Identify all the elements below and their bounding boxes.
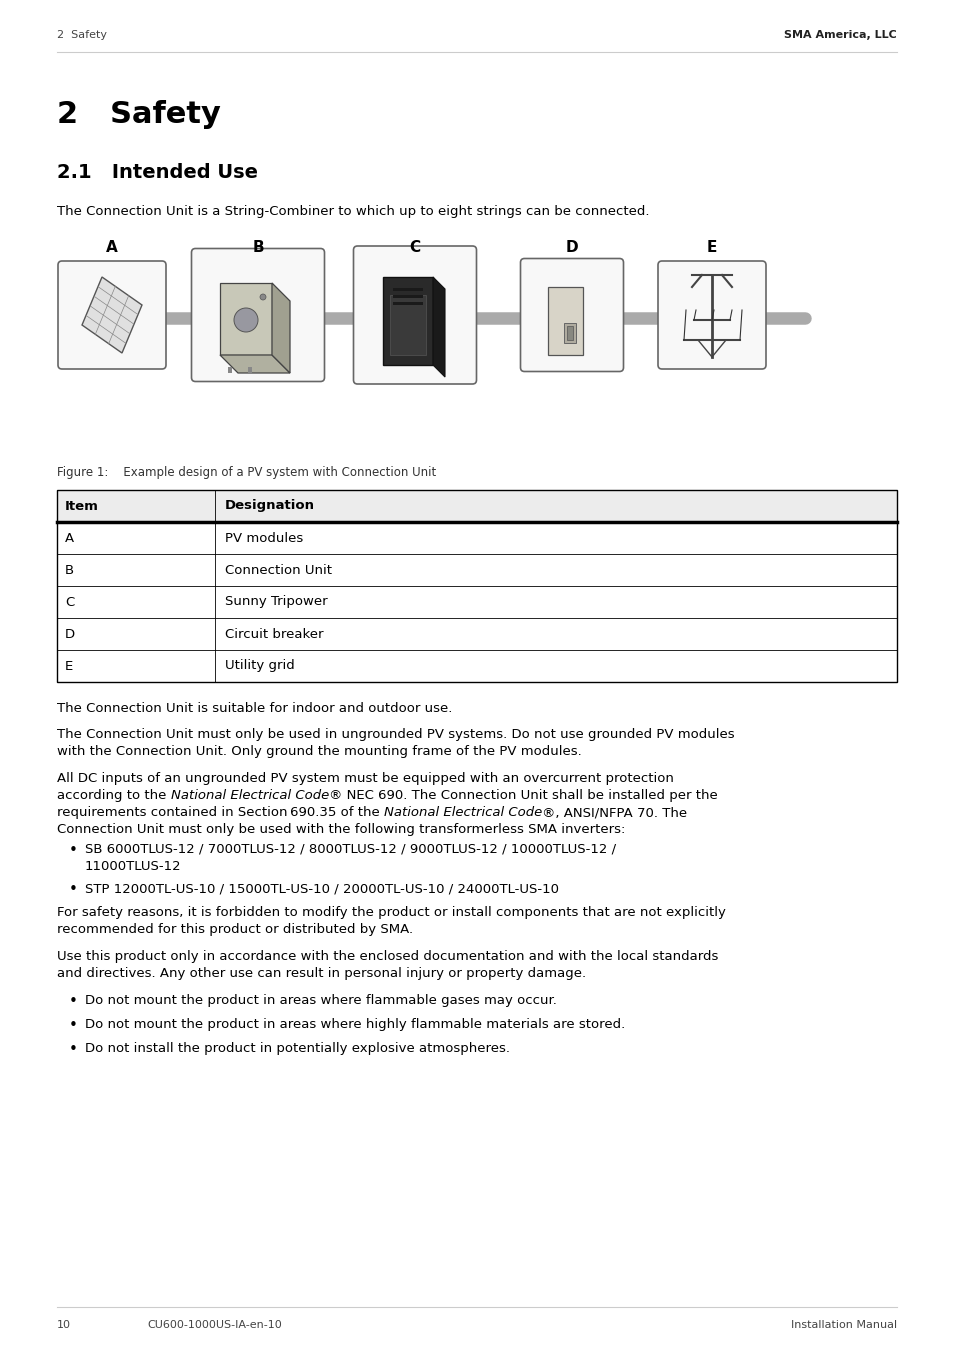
Text: E: E bbox=[65, 660, 73, 672]
Text: •: • bbox=[69, 882, 78, 896]
Text: Do not install the product in potentially explosive atmospheres.: Do not install the product in potentiall… bbox=[85, 1042, 510, 1055]
Polygon shape bbox=[220, 356, 290, 373]
Text: •: • bbox=[69, 844, 78, 859]
Bar bbox=[566, 326, 573, 339]
Text: Connection Unit must only be used with the following transformerless SMA inverte: Connection Unit must only be used with t… bbox=[57, 823, 625, 836]
Text: National Electrical Code: National Electrical Code bbox=[384, 806, 541, 819]
Text: A: A bbox=[106, 241, 118, 256]
Text: National Electrical Code: National Electrical Code bbox=[171, 790, 329, 802]
Text: D: D bbox=[65, 627, 75, 641]
Text: Sunny Tripower: Sunny Tripower bbox=[225, 595, 327, 608]
Text: C: C bbox=[409, 241, 420, 256]
FancyBboxPatch shape bbox=[547, 287, 582, 356]
Text: Connection Unit: Connection Unit bbox=[225, 564, 332, 576]
Text: B: B bbox=[252, 241, 264, 256]
Polygon shape bbox=[272, 283, 290, 373]
Circle shape bbox=[233, 308, 257, 333]
Text: requirements contained in Section 690.35 of the: requirements contained in Section 690.35… bbox=[57, 806, 384, 819]
Text: Installation Manual: Installation Manual bbox=[790, 1320, 896, 1330]
FancyBboxPatch shape bbox=[658, 261, 765, 369]
Text: SB 6000TLUS-12 / 7000TLUS-12 / 8000TLUS-12 / 9000TLUS-12 / 10000TLUS-12 /: SB 6000TLUS-12 / 7000TLUS-12 / 8000TLUS-… bbox=[85, 844, 616, 856]
Text: ®, ANSI/NFPA 70. The: ®, ANSI/NFPA 70. The bbox=[541, 806, 687, 819]
FancyBboxPatch shape bbox=[354, 246, 476, 384]
Text: Item: Item bbox=[65, 499, 99, 512]
Text: ® NEC 690. The Connection Unit shall be installed per the: ® NEC 690. The Connection Unit shall be … bbox=[329, 790, 717, 802]
Bar bbox=[228, 366, 232, 373]
Text: Use this product only in accordance with the enclosed documentation and with the: Use this product only in accordance with… bbox=[57, 950, 718, 963]
Text: •: • bbox=[69, 994, 78, 1009]
Text: 2  Safety: 2 Safety bbox=[57, 30, 107, 41]
Text: Circuit breaker: Circuit breaker bbox=[225, 627, 323, 641]
Text: Do not mount the product in areas where flammable gases may occur.: Do not mount the product in areas where … bbox=[85, 994, 557, 1007]
Text: C: C bbox=[65, 595, 74, 608]
Text: E: E bbox=[706, 241, 717, 256]
Text: PV modules: PV modules bbox=[225, 531, 303, 545]
Bar bbox=[393, 288, 422, 291]
Text: recommended for this product or distributed by SMA.: recommended for this product or distribu… bbox=[57, 923, 413, 936]
Text: •: • bbox=[69, 1042, 78, 1057]
Text: Do not mount the product in areas where highly flammable materials are stored.: Do not mount the product in areas where … bbox=[85, 1018, 624, 1032]
Text: SMA America, LLC: SMA America, LLC bbox=[783, 30, 896, 41]
Polygon shape bbox=[433, 277, 444, 377]
Text: 2   Safety: 2 Safety bbox=[57, 100, 221, 128]
FancyBboxPatch shape bbox=[382, 277, 433, 365]
Text: D: D bbox=[565, 241, 578, 256]
FancyBboxPatch shape bbox=[220, 283, 272, 356]
Text: The Connection Unit is suitable for indoor and outdoor use.: The Connection Unit is suitable for indo… bbox=[57, 702, 452, 715]
FancyBboxPatch shape bbox=[520, 258, 623, 372]
Text: Designation: Designation bbox=[225, 499, 314, 512]
Text: A: A bbox=[65, 531, 74, 545]
Polygon shape bbox=[82, 277, 142, 353]
Text: 11000TLUS-12: 11000TLUS-12 bbox=[85, 860, 181, 873]
Bar bbox=[57, 489, 896, 681]
Circle shape bbox=[260, 293, 266, 300]
Text: 10: 10 bbox=[57, 1320, 71, 1330]
Text: according to the: according to the bbox=[57, 790, 171, 802]
Text: The Connection Unit must only be used in ungrounded PV systems. Do not use groun: The Connection Unit must only be used in… bbox=[57, 727, 734, 741]
Text: CU600-1000US-IA-en-10: CU600-1000US-IA-en-10 bbox=[147, 1320, 281, 1330]
Text: Utility grid: Utility grid bbox=[225, 660, 294, 672]
Bar bbox=[57, 489, 896, 522]
Text: Figure 1:    Example design of a PV system with Connection Unit: Figure 1: Example design of a PV system … bbox=[57, 466, 436, 479]
Text: For safety reasons, it is forbidden to modify the product or install components : For safety reasons, it is forbidden to m… bbox=[57, 906, 725, 919]
Text: and directives. Any other use can result in personal injury or property damage.: and directives. Any other use can result… bbox=[57, 967, 585, 980]
Text: All DC inputs of an ungrounded PV system must be equipped with an overcurrent pr: All DC inputs of an ungrounded PV system… bbox=[57, 772, 673, 786]
Text: with the Connection Unit. Only ground the mounting frame of the PV modules.: with the Connection Unit. Only ground th… bbox=[57, 745, 581, 758]
Text: 2.1   Intended Use: 2.1 Intended Use bbox=[57, 164, 257, 183]
FancyBboxPatch shape bbox=[192, 249, 324, 381]
Bar bbox=[393, 301, 422, 306]
Bar bbox=[393, 295, 422, 297]
Text: •: • bbox=[69, 1018, 78, 1033]
Text: B: B bbox=[65, 564, 74, 576]
Text: The Connection Unit is a String-Combiner to which up to eight strings can be con: The Connection Unit is a String-Combiner… bbox=[57, 206, 649, 218]
FancyBboxPatch shape bbox=[390, 295, 426, 356]
Bar bbox=[248, 366, 252, 373]
FancyBboxPatch shape bbox=[58, 261, 166, 369]
Polygon shape bbox=[563, 323, 576, 343]
Text: STP 12000TL-US-10 / 15000TL-US-10 / 20000TL-US-10 / 24000TL-US-10: STP 12000TL-US-10 / 15000TL-US-10 / 2000… bbox=[85, 882, 558, 895]
